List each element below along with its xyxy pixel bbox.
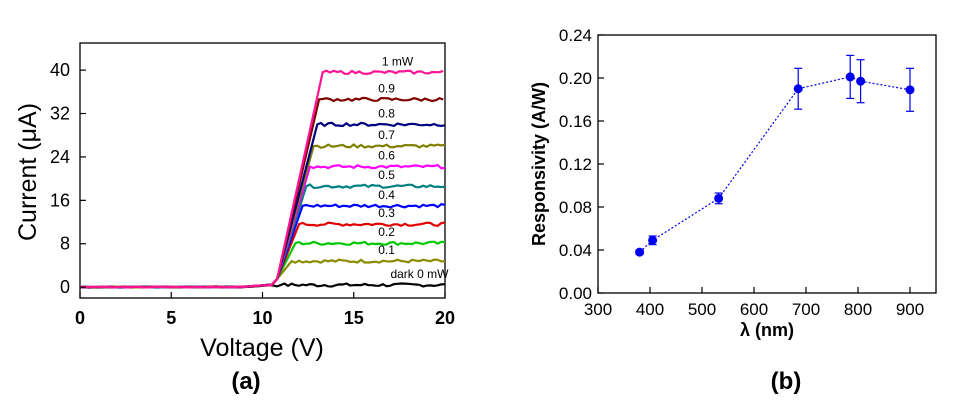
panel-a-series-labels: dark 0 mW 0.1 0.2 0.3 0.4 0.5 0.6 0.7 0.8 0.9 1 mW (378, 54, 449, 281)
panel-a-series-label: 0.6 (378, 149, 395, 163)
panel-a-curve-10 (79, 69, 444, 289)
panel-b-x-tick-label: 400 (636, 300, 664, 319)
panel-b-y-tick-label: 0.16 (559, 112, 592, 131)
panel-a-series-label: 1 mW (382, 54, 414, 68)
panel-b-connector (639, 76, 911, 253)
panel-b-x-tick-label: 300 (584, 300, 612, 319)
panel-a-series-label: 0.3 (378, 206, 395, 220)
panel-a-y-tick-label: 16 (50, 190, 70, 210)
panel-a-y-tick-label: 32 (50, 104, 70, 124)
panel-a-x-tick-label: 0 (75, 308, 85, 328)
panel-a-x-tick-label: 5 (166, 308, 176, 328)
panel-a-x-tick-label: 15 (344, 308, 364, 328)
panel-a-x-tick-label: 20 (435, 308, 455, 328)
panel-b-data-point (856, 76, 866, 86)
panel-a-tag: (a) (231, 368, 260, 395)
panel-b-data-point (714, 193, 724, 203)
panel-b-data-point (905, 85, 915, 95)
panel-b-y-tick-label: 0.00 (559, 284, 592, 303)
panel-b-data-point (635, 247, 645, 257)
panel-a-series-label: 0.5 (378, 168, 395, 182)
panel-b-x-axis-label: λ (nm) (740, 320, 794, 340)
panel-a-y-tick-label: 24 (50, 147, 70, 167)
panel-a-series-label: 0.1 (378, 243, 395, 257)
panel-a-y-tick-label: 0 (60, 277, 70, 297)
panel-a-voltage-current-chart: dark 0 mW 0.1 0.2 0.3 0.4 0.5 0.6 0.7 0.8 0.9 1 mW… (14, 42, 455, 395)
panel-b-data-point (845, 72, 855, 82)
panel-b-x-tick-label: 900 (896, 300, 924, 319)
panel-a-y-tick-label: 8 (60, 234, 70, 254)
panel-b-x-tick-label: 500 (688, 300, 716, 319)
panel-a-series-label: 0.9 (378, 81, 395, 95)
panel-a-x-axis-label: Voltage (V) (200, 334, 324, 362)
panel-b-y-tick-label: 0.12 (559, 155, 592, 174)
panel-b-points (635, 54, 915, 257)
panel-b-y-tick-label: 0.08 (559, 198, 592, 217)
panel-a-series-label: 0.8 (378, 106, 395, 120)
panel-a-series-label: 0.2 (378, 225, 395, 239)
panel-a-x-ticks: 0 5 10 15 20 (75, 292, 455, 328)
panel-b-x-tick-label: 600 (740, 300, 768, 319)
panel-b-y-tick-label: 0.04 (559, 241, 592, 260)
panel-b-x-ticks: 300 400 500 600 700 800 900 (584, 287, 924, 319)
panel-b-y-tick-label: 0.20 (559, 69, 592, 88)
panel-a-y-axis-label: Current (μA) (14, 103, 42, 241)
panel-b-tag: (b) (771, 368, 802, 395)
panel-a-series-label: 0.7 (378, 128, 395, 142)
panel-b-connector-line (639, 76, 911, 253)
panel-a-curves (79, 69, 446, 289)
panel-b-y-tick-label: 0.24 (559, 26, 592, 45)
panel-a-y-ticks: 0 8 16 24 32 40 (50, 60, 86, 297)
panel-b-y-ticks: 0.00 0.04 0.08 0.12 0.16 0.20 0.24 (559, 26, 604, 303)
panel-b-x-tick-label: 800 (844, 300, 872, 319)
panel-b-x-tick-label: 700 (792, 300, 820, 319)
panel-a-y-tick-label: 40 (50, 60, 70, 80)
panel-b-plot-frame (597, 34, 937, 294)
panel-b-data-point (648, 235, 658, 245)
panel-a-series-label: dark 0 mW (390, 267, 449, 281)
panel-b-y-axis-label: Responsivity (A/W) (529, 82, 549, 246)
panel-b-responsivity-chart: 300 400 500 600 700 800 900 0.000.040.080.120.… (529, 26, 937, 395)
panel-a-series-label: 0.4 (378, 188, 395, 202)
panel-b-data-point (793, 84, 803, 94)
panel-a-x-tick-label: 10 (252, 308, 272, 328)
